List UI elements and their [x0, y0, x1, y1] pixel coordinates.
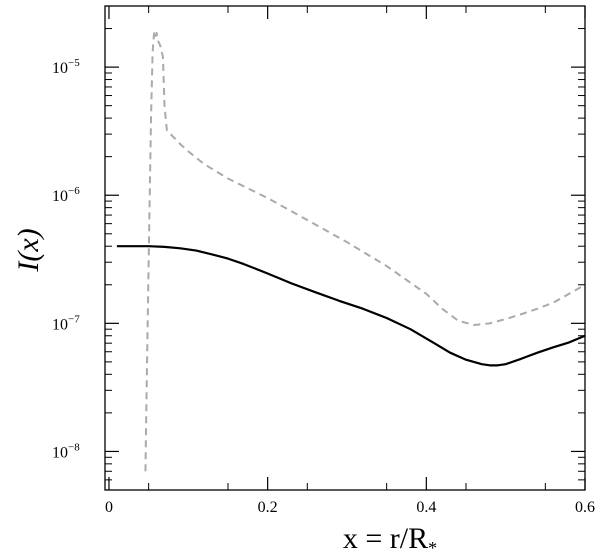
y-tick-label: 10−8 [52, 441, 80, 461]
y-tick-label: 10−6 [52, 185, 80, 205]
plot-lines [116, 30, 586, 472]
axes [104, 5, 586, 491]
y-axis-label: I(x) [12, 228, 45, 272]
y-tick-label: 10−7 [52, 313, 80, 333]
x-tick-label: 0.4 [416, 499, 436, 516]
x-tick-label: 0.2 [258, 499, 278, 516]
x-tick-label: 0 [105, 499, 113, 516]
plot-frame [104, 5, 586, 491]
tick-labels: 0 0.2 0.4 0.6 10−5 10−6 10−7 10−8 [52, 57, 595, 516]
y-tick-label: 10−5 [52, 57, 80, 77]
x-axis-label-subscript: * [428, 538, 437, 555]
series-line-1 [116, 245, 586, 367]
x-tick-label: 0.6 [575, 499, 595, 516]
series-line-2 [144, 30, 586, 472]
x-axis-label: x = r/R* [343, 522, 437, 555]
